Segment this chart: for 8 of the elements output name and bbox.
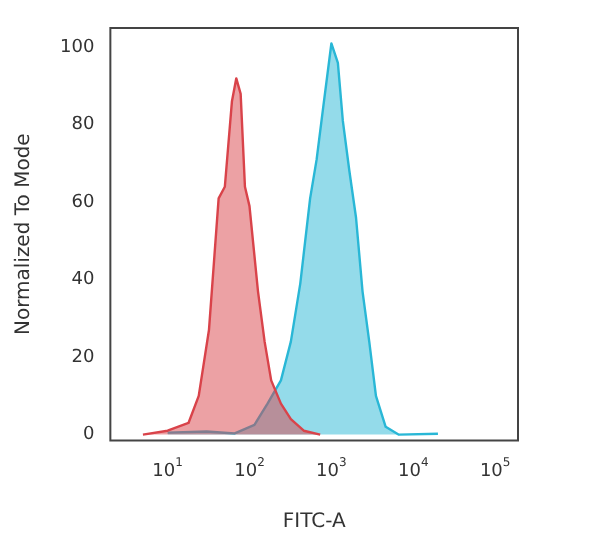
y-tick-label: 0 xyxy=(82,425,95,446)
y-tick-label: 20 xyxy=(71,347,95,368)
y-tick-label: 80 xyxy=(71,115,95,136)
y-tick-label: 100 xyxy=(59,38,95,59)
x-axis-title: FITC-A xyxy=(282,511,346,534)
y-tick-label: 40 xyxy=(71,270,95,291)
y-tick-label: 60 xyxy=(71,192,95,213)
y-axis-title: Normalized To Mode xyxy=(13,133,36,336)
